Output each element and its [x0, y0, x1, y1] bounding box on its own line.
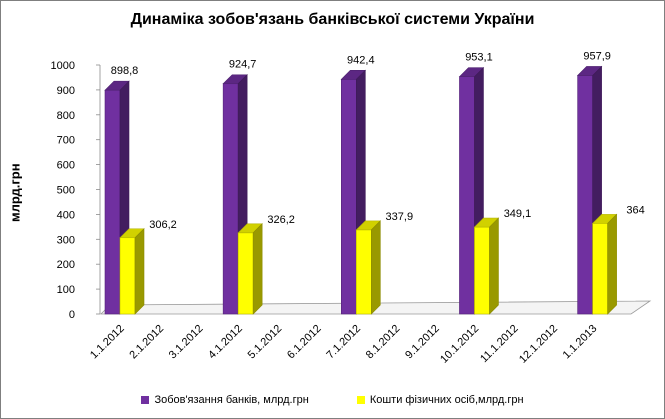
- y-tick-label: 400: [57, 209, 75, 221]
- bar-deposits: [474, 226, 490, 315]
- data-label-liabilities: 953,1: [465, 52, 493, 64]
- bar-side-deposits: [607, 213, 617, 315]
- bar-liabilities: [222, 83, 239, 315]
- x-tick-label: 1.1.2013: [561, 323, 600, 362]
- x-tick-label: 7.1.2012: [324, 323, 363, 362]
- y-tick-label: 200: [57, 259, 75, 271]
- bar-side-deposits: [371, 220, 381, 315]
- y-tick-label: 800: [57, 110, 75, 122]
- y-tick-label: 0: [69, 309, 75, 321]
- data-label-liabilities: 898,8: [111, 65, 139, 77]
- y-tick-label: 500: [57, 185, 75, 197]
- legend-item-deposits: Кошти фізичних осіб,млрд.грн: [356, 394, 524, 406]
- bar-deposits: [237, 232, 254, 315]
- y-tick-label: 1000: [51, 60, 75, 72]
- data-label-deposits: 326,2: [267, 214, 295, 226]
- data-label-liabilities: 957,9: [583, 50, 611, 62]
- x-tick-label: 8.1.2012: [364, 323, 403, 362]
- data-label-deposits: 364: [626, 204, 644, 216]
- bar-side-deposits: [252, 223, 263, 315]
- data-label-deposits: 306,2: [149, 219, 177, 231]
- legend-label-deposits: Кошти фізичних осіб,млрд.грн: [369, 394, 524, 406]
- x-tick-label: 10.1.2012: [438, 323, 481, 366]
- x-tick-label: 2.1.2012: [127, 323, 166, 362]
- data-label-liabilities: 942,4: [347, 54, 375, 66]
- x-tick-label: 3.1.2012: [167, 323, 206, 362]
- x-tick-label: 12.1.2012: [517, 323, 560, 366]
- bar-deposits: [119, 237, 136, 315]
- x-tick-label: 5.1.2012: [246, 323, 285, 362]
- bar-liabilities: [104, 89, 121, 315]
- x-tick-label: 9.1.2012: [403, 323, 442, 362]
- legend-swatch-deposits: [356, 396, 365, 404]
- y-tick-label: 700: [57, 135, 75, 147]
- y-tick-label: 900: [57, 85, 75, 97]
- x-tick-label: 6.1.2012: [285, 323, 324, 362]
- data-label-deposits: 337,9: [386, 211, 414, 223]
- bar-liabilities: [459, 76, 475, 315]
- legend: Зобов'язання банків, млрд.грн Кошти фізи…: [1, 394, 664, 406]
- bar-side-deposits: [489, 217, 499, 315]
- bar-side-deposits: [134, 228, 145, 315]
- chart-title: Динаміка зобов'язань банківської системи…: [130, 11, 535, 28]
- x-tick-label: 4.1.2012: [206, 323, 245, 362]
- y-tick-label: 300: [57, 234, 75, 246]
- data-label-liabilities: 924,7: [229, 59, 257, 71]
- data-label-deposits: 349,1: [504, 208, 532, 220]
- bar-deposits: [592, 223, 608, 315]
- y-tick-label: 600: [57, 160, 75, 172]
- bar-liabilities: [341, 79, 357, 315]
- y-tick-label: 100: [57, 284, 75, 296]
- legend-label-liabilities: Зобов'язання банків, млрд.грн: [154, 394, 309, 406]
- legend-item-liabilities: Зобов'язання банків, млрд.грн: [141, 394, 309, 406]
- x-tick-label: 11.1.2012: [478, 323, 521, 366]
- bar-deposits: [356, 229, 372, 315]
- bar-liabilities: [577, 75, 593, 315]
- legend-swatch-liabilities: [141, 396, 150, 404]
- x-tick-label: 1.1.2012: [88, 323, 127, 362]
